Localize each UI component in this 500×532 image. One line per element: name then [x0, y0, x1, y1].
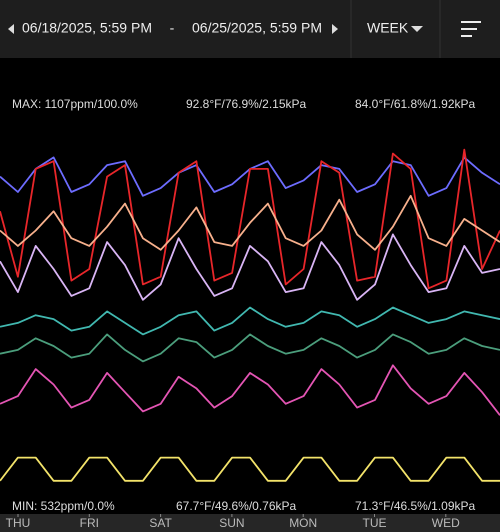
x-tick-label: SUN [219, 516, 244, 530]
x-tick-label: WED [432, 516, 460, 530]
x-axis-strip [0, 514, 500, 532]
x-tick-label: THU [6, 516, 31, 530]
x-tick-label: TUE [363, 516, 387, 530]
data-line [0, 306, 500, 336]
data-line [0, 194, 500, 251]
prev-arrow[interactable] [8, 24, 14, 34]
min-label: 71.3°F/46.5%/1.09kPa [355, 499, 476, 513]
data-line [0, 333, 500, 363]
period-selector[interactable]: WEEK [367, 20, 409, 36]
next-arrow[interactable] [332, 24, 338, 34]
min-label: 67.7°F/49.6%/0.76kPa [176, 499, 297, 513]
date-separator: - [170, 20, 175, 36]
data-line [0, 364, 500, 416]
x-tick-label: FRI [80, 516, 99, 530]
max-label: 84.0°F/61.8%/1.92kPa [355, 97, 476, 111]
menu-icon[interactable] [461, 21, 481, 37]
max-label: MAX: 1107ppm/100.0% [12, 97, 138, 111]
x-tick-label: SAT [149, 516, 172, 530]
start-date[interactable]: 06/18/2025, 5:59 PM [22, 20, 152, 36]
end-date[interactable]: 06/25/2025, 5:59 PM [192, 20, 322, 36]
x-tick-label: MON [289, 516, 317, 530]
min-label: MIN: 532ppm/0.0% [12, 499, 115, 513]
period-dropdown-arrow[interactable] [411, 26, 423, 32]
data-line [0, 233, 500, 301]
data-line [0, 456, 500, 482]
max-label: 92.8°F/76.9%/2.15kPa [186, 97, 307, 111]
data-line [0, 156, 500, 197]
data-line [0, 148, 500, 290]
